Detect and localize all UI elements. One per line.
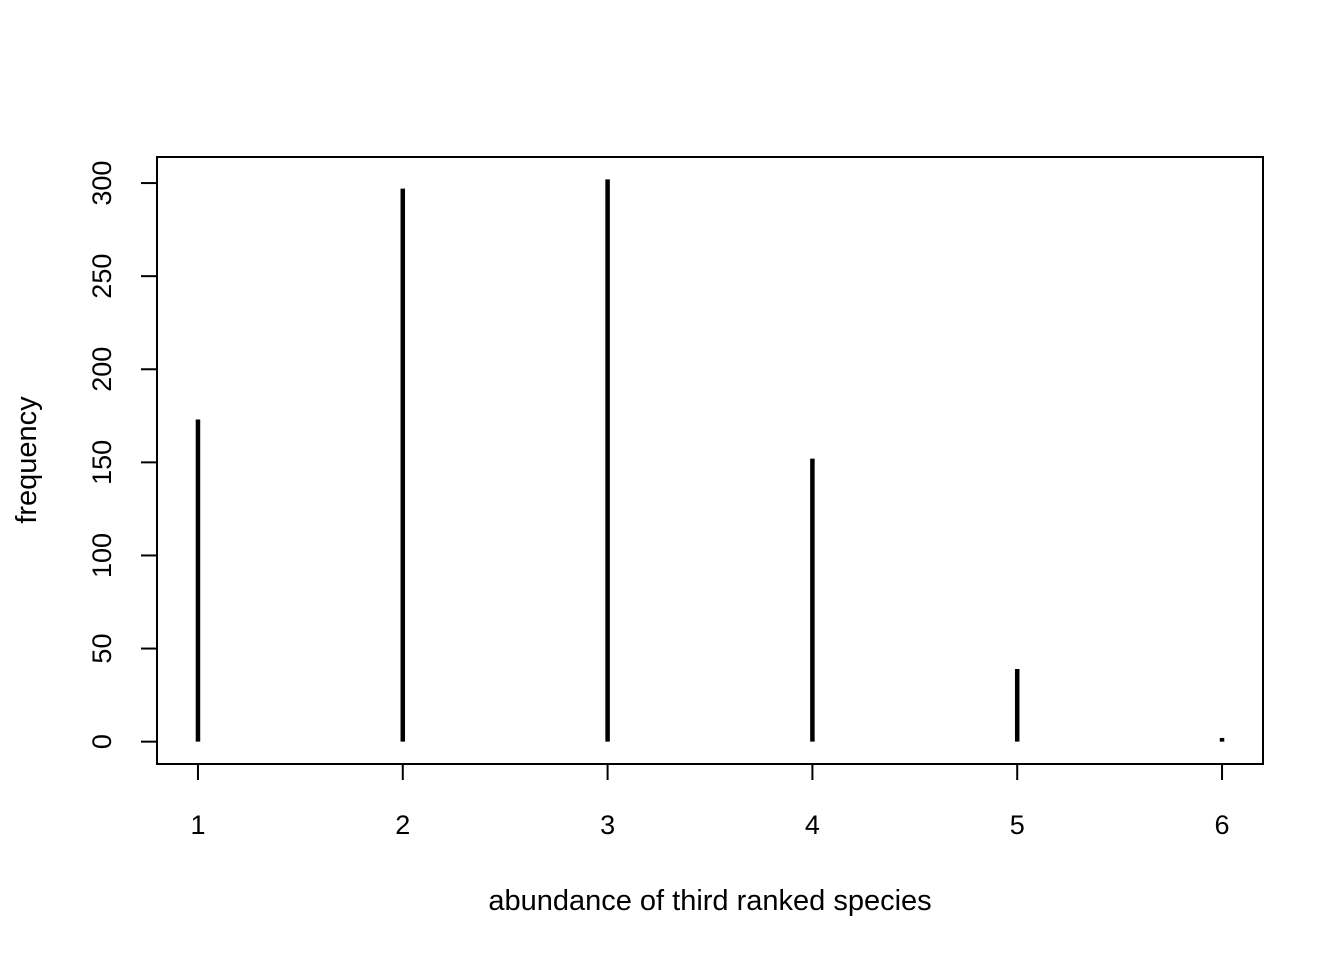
y-tick-label: 100 [87, 533, 117, 578]
x-tick-label: 1 [190, 810, 205, 840]
data-spikes [195, 179, 1225, 742]
y-tick-label: 150 [87, 440, 117, 485]
x-tick-label: 6 [1215, 810, 1230, 840]
y-tick-label: 300 [87, 161, 117, 206]
y-axis: 0 50 100 150 200 250 300 [87, 161, 158, 749]
y-tick-label: 0 [87, 734, 117, 749]
y-axis-title: frequency [11, 396, 43, 524]
x-tick-label: 2 [395, 810, 410, 840]
x-axis: 1 2 3 4 5 6 [190, 763, 1230, 840]
x-tick-label: 5 [1010, 810, 1025, 840]
y-tick-label: 50 [87, 634, 117, 664]
x-axis-title: abundance of third ranked species [488, 885, 931, 917]
plot-frame [156, 156, 1264, 765]
y-tick-label: 200 [87, 347, 117, 392]
x-tick-label: 3 [600, 810, 615, 840]
y-tick-label: 250 [87, 254, 117, 299]
x-tick-label: 4 [805, 810, 820, 840]
